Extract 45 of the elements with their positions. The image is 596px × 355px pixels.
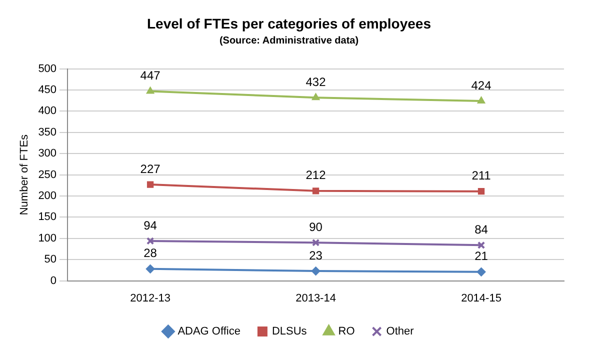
point — [146, 264, 155, 274]
data-label: 424 — [471, 78, 492, 92]
point — [146, 86, 154, 94]
point — [477, 96, 486, 104]
data-label: 23 — [309, 248, 323, 262]
y-tick-label: 100 — [38, 232, 57, 244]
chart-title: Level of FTEs per categories of employees — [147, 15, 432, 32]
y-tick-label: 0 — [50, 274, 57, 287]
y-tick-label: 250 — [38, 168, 57, 181]
y-tick-label: 150 — [38, 211, 57, 224]
x-tick-label: 2014-15 — [461, 292, 502, 304]
data-label: 227 — [140, 162, 161, 176]
y-axis-title: Number of FTEs — [18, 134, 31, 216]
y-tick-label: 400 — [38, 105, 57, 118]
point — [312, 188, 320, 194]
data-label: 211 — [472, 168, 492, 183]
data-label: 432 — [306, 74, 326, 89]
point — [476, 267, 486, 276]
y-tick-label: 50 — [44, 254, 57, 266]
legend-label: RO — [338, 326, 356, 338]
y-tick-label: 200 — [38, 190, 57, 202]
point — [146, 181, 154, 188]
data-label: 90 — [309, 220, 323, 234]
point — [477, 241, 486, 250]
data-label: 28 — [144, 246, 158, 260]
data-label: 212 — [306, 168, 326, 182]
x-tick-label: 2013-14 — [296, 292, 336, 304]
data-label: 447 — [140, 68, 161, 83]
point — [311, 266, 320, 276]
y-tick-label: 350 — [38, 126, 57, 138]
x-tick-label: 2012-13 — [130, 292, 170, 304]
chart-subtitle: (Source: Administrative data) — [219, 36, 359, 47]
y-tick-label: 300 — [38, 148, 57, 160]
point — [478, 188, 485, 195]
data-label: 21 — [474, 249, 488, 264]
point — [312, 238, 320, 246]
legend-label: DLSUs — [272, 326, 308, 338]
legend-label: ADAG Office — [178, 326, 240, 338]
data-label: 94 — [144, 218, 158, 232]
point — [146, 237, 154, 245]
y-tick-label: 500 — [38, 62, 57, 75]
point — [312, 93, 320, 100]
y-tick-label: 450 — [38, 84, 57, 96]
legend-label: Other — [386, 326, 414, 338]
data-label: 84 — [474, 222, 488, 236]
